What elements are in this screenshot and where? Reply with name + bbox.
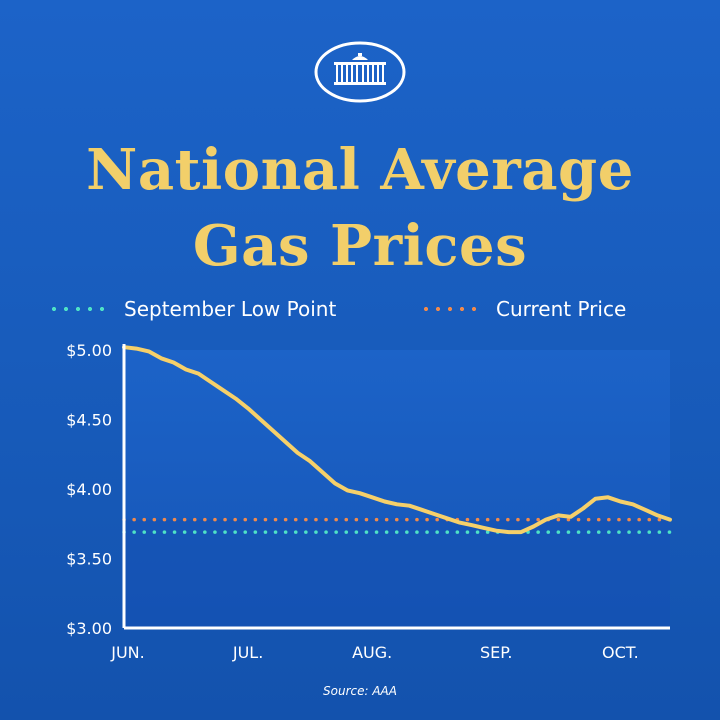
x-tick-label: AUG.	[352, 643, 392, 662]
legend-september-label: September Low Point	[124, 297, 337, 321]
y-tick-label: $3.00	[66, 619, 112, 638]
orange-dots-icon	[420, 307, 484, 311]
x-tick-label: JUN.	[110, 643, 144, 662]
price-line-series	[122, 345, 672, 535]
y-tick-label: $4.50	[66, 411, 112, 430]
white-house-logo	[314, 41, 406, 103]
x-tick-label: OCT.	[602, 643, 639, 662]
legend-current-label: Current Price	[496, 297, 627, 321]
teal-dots-icon	[48, 307, 112, 311]
chart-title-line-2: Gas Prices	[192, 213, 528, 279]
y-tick-label: $4.00	[66, 480, 112, 499]
source-note: Source: AAA	[323, 684, 397, 698]
legend-current-price: Current Price	[420, 294, 626, 324]
x-tick-label: SEP.	[480, 643, 513, 662]
y-tick-label: $5.00	[66, 341, 112, 360]
y-tick-label: $3.50	[66, 550, 112, 569]
line-chart: $5.00 $4.50 $4.00 $3.50 $3.00 JUN. JUL. AUG. SE…	[66, 341, 672, 662]
legend-september-low: September Low Point	[48, 294, 336, 324]
lower-band	[124, 519, 670, 628]
x-tick-label: JUL.	[232, 643, 263, 662]
chart-title-line-1: National Average	[86, 137, 634, 203]
